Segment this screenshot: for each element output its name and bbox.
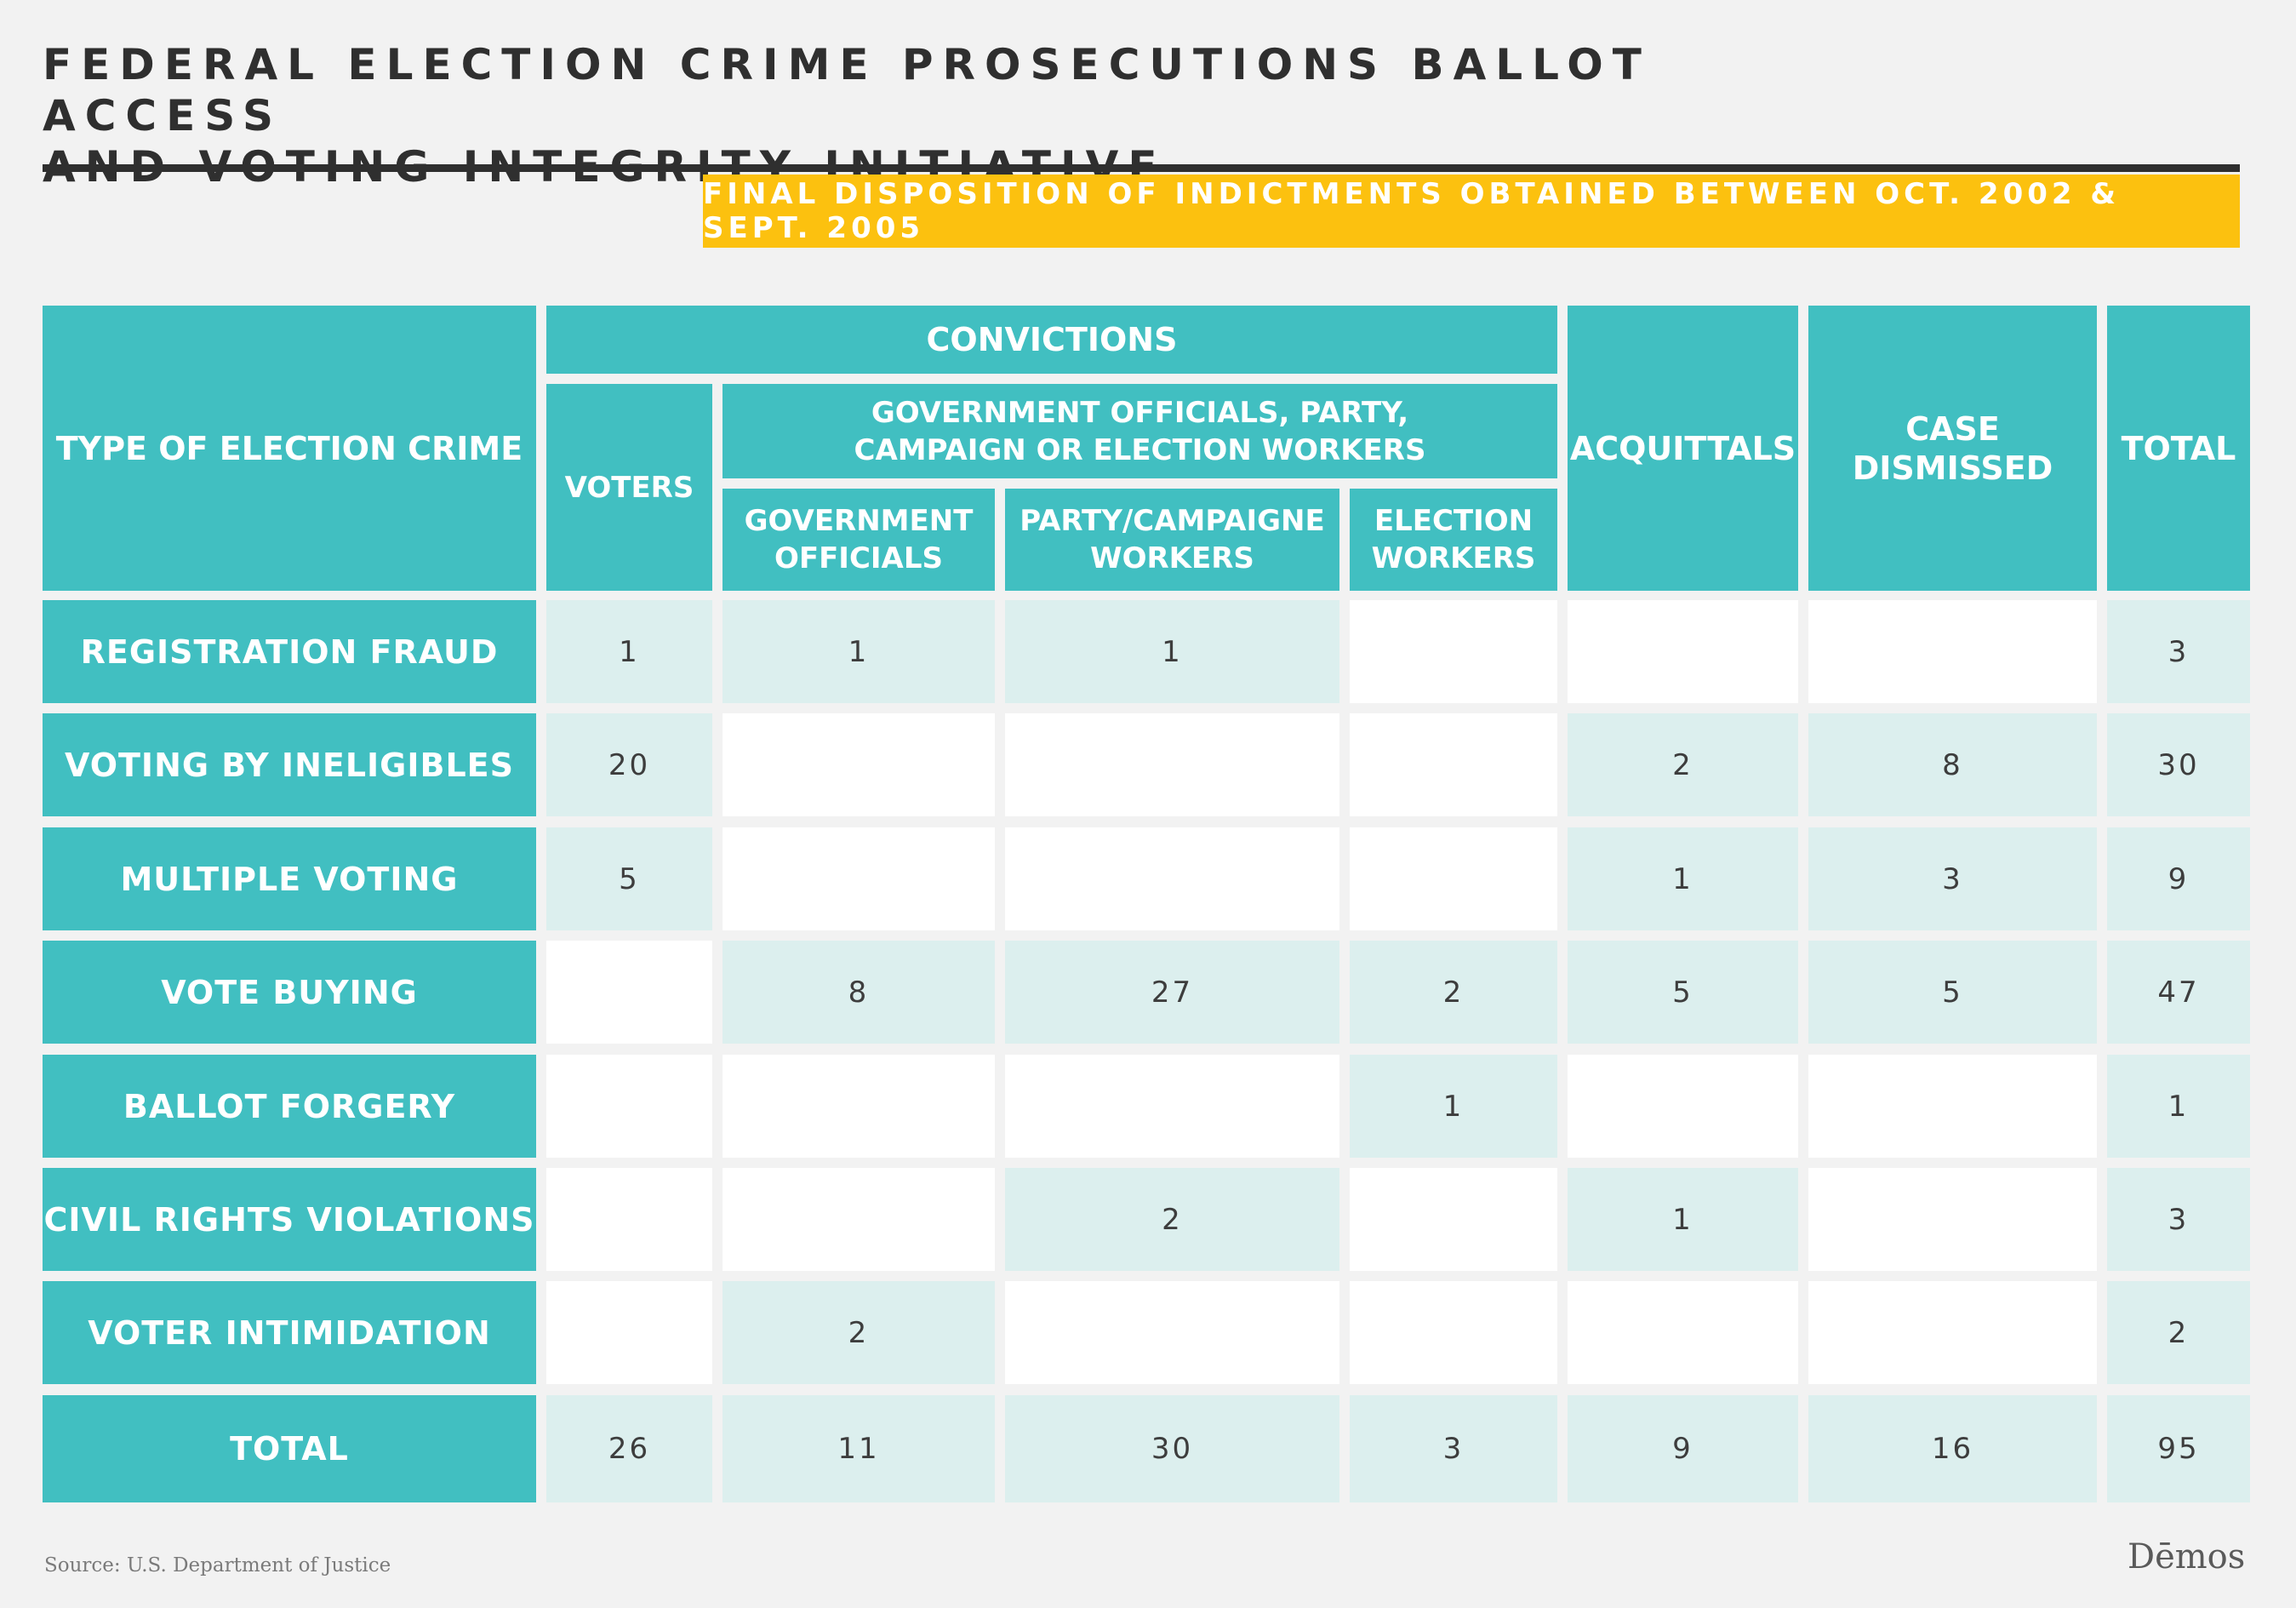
table-cell <box>1568 600 1798 703</box>
header-party-workers: PARTY/CAMPAIGNE WORKERS <box>1005 489 1339 591</box>
table-cell: 2 <box>1005 1168 1339 1271</box>
header-type: TYPE OF ELECTION CRIME <box>43 306 536 591</box>
header-voters: VOTERS <box>546 384 712 591</box>
header-case-dismissed: CASE DISMISSED <box>1808 306 2097 591</box>
table-cell <box>1808 1168 2097 1271</box>
table-cell <box>1350 1168 1557 1271</box>
table-cell <box>1808 1281 2097 1384</box>
table-cell: 9 <box>1568 1395 1798 1502</box>
table-cell <box>1350 713 1557 816</box>
table-cell <box>546 1168 712 1271</box>
table-cell: 1 <box>546 600 712 703</box>
table-cell <box>722 713 995 816</box>
table-cell: 5 <box>546 827 712 930</box>
table-cell: 3 <box>1808 827 2097 930</box>
header-acquittals: ACQUITTALS <box>1568 306 1798 591</box>
table-cell: 30 <box>2107 713 2250 816</box>
title-line-1: FEDERAL ELECTION CRIME PROSECUTIONS BALL… <box>43 40 1651 140</box>
table-cell: 27 <box>1005 941 1339 1044</box>
table-cell <box>722 1168 995 1271</box>
title-divider <box>43 164 2240 172</box>
subtitle-text: FINAL DISPOSITION OF INDICTMENTS OBTAINE… <box>703 177 2121 245</box>
table-cell <box>1005 1055 1339 1158</box>
table-cell: 20 <box>546 713 712 816</box>
row-label: CIVIL RIGHTS VIOLATIONS <box>43 1168 536 1271</box>
row-label: TOTAL <box>43 1395 536 1502</box>
table-cell <box>1808 1055 2097 1158</box>
table-cell: 26 <box>546 1395 712 1502</box>
header-election-workers: ELECTION WORKERS <box>1350 489 1557 591</box>
table-cell: 1 <box>1350 1055 1557 1158</box>
table-cell <box>1568 1281 1798 1384</box>
table-cell: 16 <box>1808 1395 2097 1502</box>
table-cell: 9 <box>2107 827 2250 930</box>
table-cell <box>1350 600 1557 703</box>
table-cell: 2 <box>1568 713 1798 816</box>
table-cell <box>546 941 712 1044</box>
row-label: BALLOT FORGERY <box>43 1055 536 1158</box>
header-gov-group: GOVERNMENT OFFICIALS, PARTY, CAMPAIGN OR… <box>722 384 1557 478</box>
table-cell: 1 <box>722 600 995 703</box>
table-cell <box>1568 1055 1798 1158</box>
table-cell: 2 <box>722 1281 995 1384</box>
table-cell: 1 <box>1005 600 1339 703</box>
row-label: VOTE BUYING <box>43 941 536 1044</box>
table-cell: 47 <box>2107 941 2250 1044</box>
table-cell: 1 <box>1568 1168 1798 1271</box>
table-cell <box>1350 1281 1557 1384</box>
table-cell <box>1005 1281 1339 1384</box>
subtitle-banner: FINAL DISPOSITION OF INDICTMENTS OBTAINE… <box>703 175 2240 248</box>
table-cell: 30 <box>1005 1395 1339 1502</box>
header-convictions: CONVICTIONS <box>546 306 1557 374</box>
table-cell <box>1350 827 1557 930</box>
table-cell: 3 <box>2107 600 2250 703</box>
row-label: VOTING BY INELIGIBLES <box>43 713 536 816</box>
table-cell: 8 <box>1808 713 2097 816</box>
table-cell <box>546 1281 712 1384</box>
table-cell <box>1808 600 2097 703</box>
table-cell: 2 <box>2107 1281 2250 1384</box>
table-cell: 2 <box>1350 941 1557 1044</box>
table-cell <box>1005 827 1339 930</box>
table-cell: 8 <box>722 941 995 1044</box>
table-cell: 1 <box>1568 827 1798 930</box>
row-label: VOTER INTIMIDATION <box>43 1281 536 1384</box>
table-cell <box>722 1055 995 1158</box>
table-cell: 3 <box>1350 1395 1557 1502</box>
row-label: MULTIPLE VOTING <box>43 827 536 930</box>
table-cell <box>1005 713 1339 816</box>
source-note: Source: U.S. Department of Justice <box>44 1554 391 1577</box>
table-cell: 95 <box>2107 1395 2250 1502</box>
table-cell: 3 <box>2107 1168 2250 1271</box>
table-cell: 1 <box>2107 1055 2250 1158</box>
table-cell <box>722 827 995 930</box>
row-label: REGISTRATION FRAUD <box>43 600 536 703</box>
table-cell <box>546 1055 712 1158</box>
table-cell: 5 <box>1808 941 2097 1044</box>
header-total: TOTAL <box>2107 306 2250 591</box>
table-cell: 5 <box>1568 941 1798 1044</box>
table-cell: 11 <box>722 1395 995 1502</box>
header-gov-officials: GOVERNMENT OFFICIALS <box>722 489 995 591</box>
demos-logo: Dēmos <box>2128 1537 2246 1577</box>
